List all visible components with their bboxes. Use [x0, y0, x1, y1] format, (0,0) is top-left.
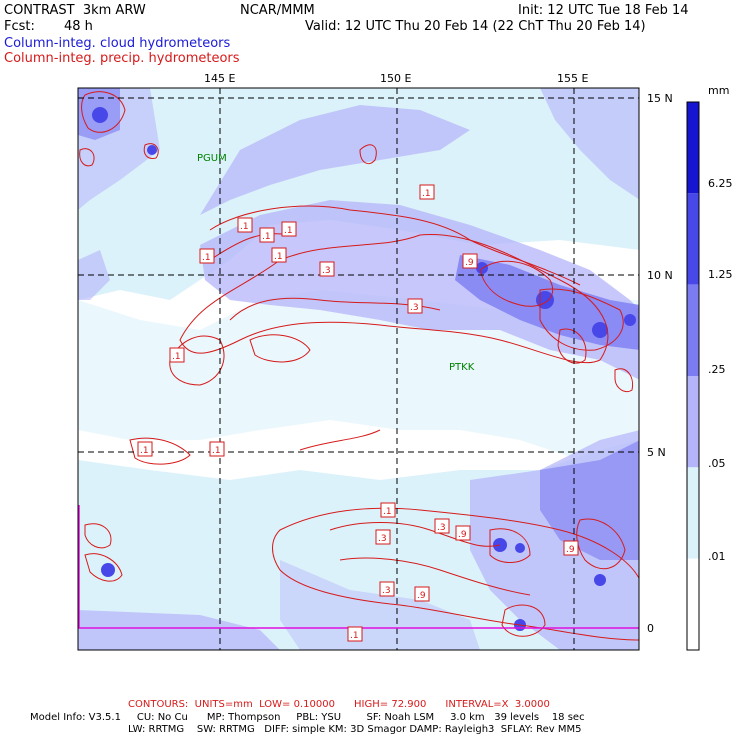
svg-text:.1: .1: [172, 352, 181, 362]
contour-label: .3: [407, 298, 423, 314]
legend-precip-hydrometeors: Column-integ. precip. hydrometeors: [4, 51, 240, 66]
model-info-line2: LW: RRTMG SW: RRTMG DIFF: simple KM: 3D …: [128, 724, 582, 735]
colorbar-label: .25: [708, 363, 726, 376]
colorbar-label: .01: [708, 550, 726, 563]
lat-label-5n: 5 N: [647, 446, 666, 459]
svg-text:.3: .3: [322, 266, 331, 276]
svg-text:.1: .1: [350, 631, 359, 641]
contour-label: .3: [375, 529, 391, 545]
nested-domain-boundary: [78, 505, 639, 629]
contour-label: .1: [137, 441, 153, 457]
contour-label: .1: [199, 248, 215, 264]
contour-label: .1: [237, 217, 253, 233]
contour-label: .9: [462, 253, 478, 269]
colorbar-label: .05: [708, 457, 726, 470]
lon-label-155: 155 E: [557, 72, 589, 85]
precip-hydrometeor-contours: [79, 91, 639, 641]
svg-text:.1: .1: [284, 226, 293, 236]
svg-text:.9: .9: [465, 258, 474, 268]
svg-text:.3: .3: [378, 534, 387, 544]
colorbar-label: 1.25: [708, 268, 733, 281]
valid-time: Valid: 12 UTC Thu 20 Feb 14 (22 ChT Thu …: [305, 19, 646, 34]
colorbar-label: 6.25: [708, 177, 733, 190]
svg-text:.3: .3: [410, 303, 419, 313]
svg-text:.9: .9: [566, 545, 575, 555]
colorbar-unit: mm: [708, 84, 730, 97]
station-label-pgum: PGUM: [197, 153, 227, 164]
forecast-value: 48 h: [64, 19, 93, 34]
contour-label: .9: [414, 586, 430, 602]
contour-label: .9: [455, 525, 471, 541]
contour-label: .3: [319, 261, 335, 277]
svg-text:.1: .1: [240, 222, 249, 232]
model-info-line1: Model Info: V3.5.1 CU: No Cu MP: Thompso…: [30, 712, 585, 723]
contour-label: .1: [281, 221, 297, 237]
svg-text:.1: .1: [422, 189, 431, 199]
lat-label-15n: 15 N: [647, 92, 673, 105]
svg-text:.1: .1: [262, 232, 271, 242]
map-frame: [77, 87, 640, 651]
svg-text:.9: .9: [417, 591, 426, 601]
organization: NCAR/MMM: [240, 3, 315, 18]
contour-label: .3: [379, 581, 395, 597]
svg-text:.1: .1: [383, 507, 392, 517]
svg-text:.1: .1: [212, 446, 221, 456]
contour-label: .1: [419, 184, 435, 200]
cloud-hydrometeor-field: [78, 88, 639, 650]
svg-text:.3: .3: [382, 586, 391, 596]
svg-text:.9: .9: [458, 530, 467, 540]
model-title: CONTRAST 3km ARW: [4, 3, 146, 18]
legend-cloud-hydrometeors: Column-integ. cloud hydrometeors: [4, 36, 231, 51]
contour-label: .3: [434, 518, 450, 534]
init-time: Init: 12 UTC Tue 18 Feb 14: [518, 3, 689, 18]
svg-text:.1: .1: [140, 446, 149, 456]
contour-label: .1: [169, 347, 185, 363]
contour-label: .1: [209, 441, 225, 457]
lat-label-10n: 10 N: [647, 269, 673, 282]
svg-text:.3: .3: [437, 523, 446, 533]
svg-text:.1: .1: [202, 253, 211, 263]
lon-label-145: 145 E: [204, 72, 236, 85]
forecast-label: Fcst:: [4, 19, 35, 34]
lon-label-150: 150 E: [380, 72, 412, 85]
contour-label: .1: [259, 227, 275, 243]
station-label-ptkk: PTKK: [449, 362, 475, 373]
lat-label-0: 0: [647, 622, 654, 635]
contour-label-group: .1 .1 .1 .1 .1 .3 .9 .3 .1 .1 .1 .1 .3 .…: [137, 184, 579, 642]
contour-label: .1: [380, 502, 396, 518]
contour-label: .1: [347, 626, 363, 642]
contour-label: .9: [563, 540, 579, 556]
contour-label: .1: [271, 247, 287, 263]
svg-text:.1: .1: [274, 252, 283, 262]
contour-info: CONTOURS: UNITS=mm LOW= 0.10000 HIGH= 72…: [128, 699, 550, 710]
